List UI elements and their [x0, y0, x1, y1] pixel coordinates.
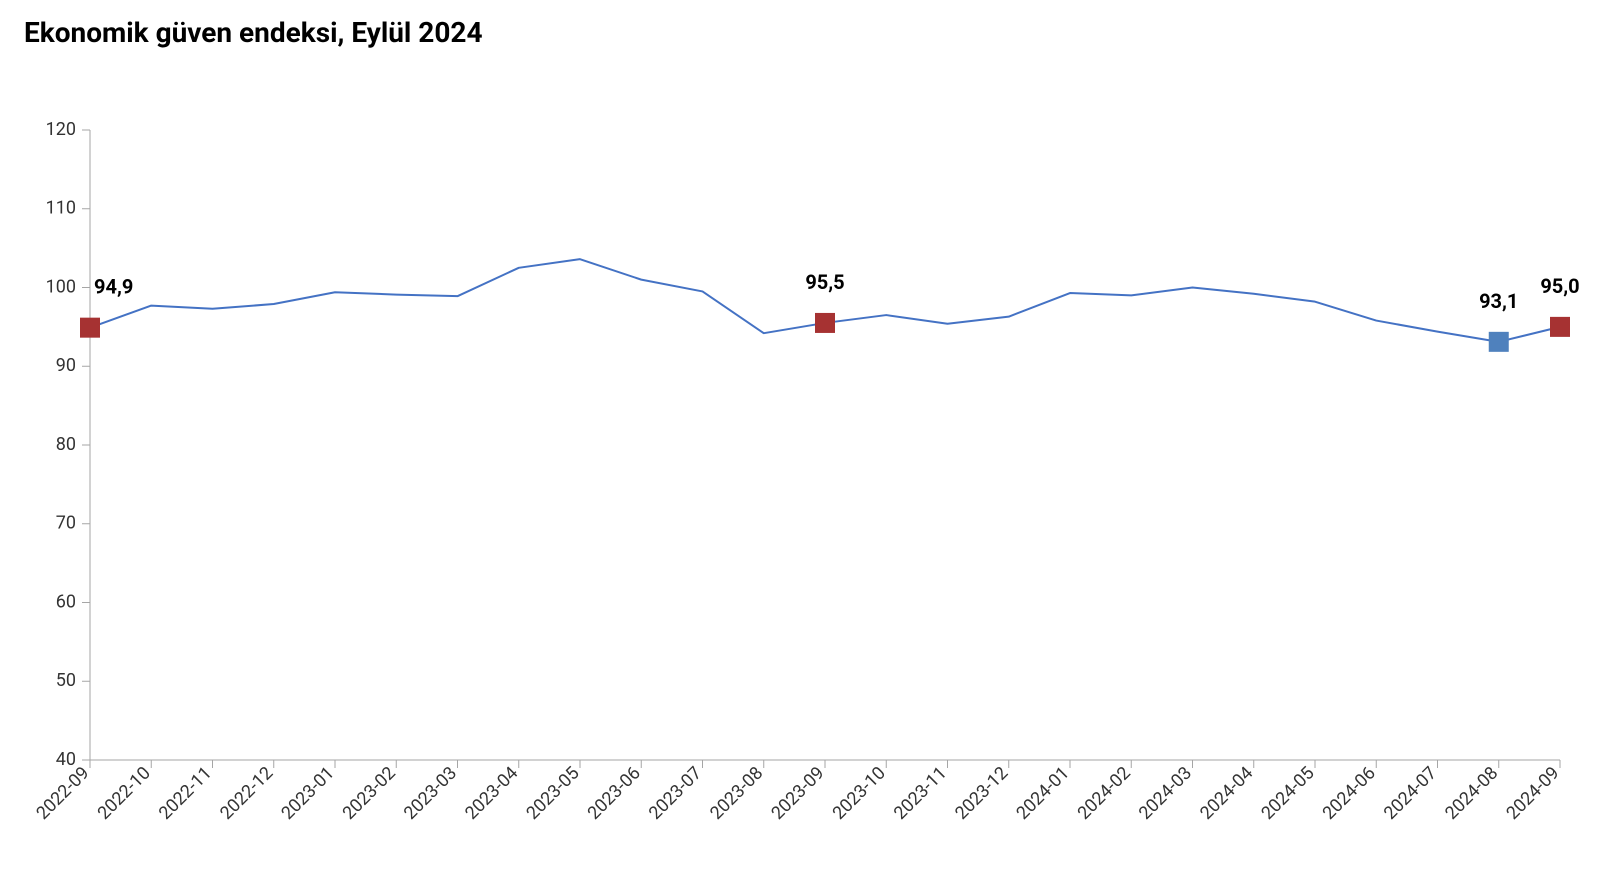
y-tick-label: 80: [56, 434, 76, 455]
x-tick-label: 2024-06: [1318, 763, 1379, 824]
x-tick-label: 2024-03: [1135, 763, 1196, 824]
y-tick-label: 120: [46, 119, 76, 140]
x-tick-label: 2023-04: [461, 763, 522, 824]
x-tick-label: 2024-09: [1502, 763, 1563, 824]
x-tick-label: 2023-10: [828, 763, 889, 824]
x-tick-label: 2023-11: [890, 763, 951, 824]
x-tick-label: 2024-04: [1196, 763, 1257, 824]
x-tick-label: 2023-07: [645, 763, 706, 824]
x-tick-label: 2024-05: [1257, 763, 1318, 824]
y-tick-label: 110: [46, 198, 76, 219]
y-tick-label: 60: [56, 591, 76, 612]
x-tick-label: 2022-09: [32, 763, 93, 824]
y-tick-label: 50: [56, 670, 76, 691]
x-tick-label: 2024-02: [1073, 763, 1134, 824]
x-tick-label: 2024-01: [1012, 763, 1073, 824]
x-tick-label: 2023-08: [706, 763, 767, 824]
data-label: 95,5: [805, 270, 844, 294]
x-tick-label: 2022-12: [216, 763, 277, 824]
y-tick-label: 90: [56, 355, 76, 376]
x-tick-label: 2024-07: [1380, 763, 1441, 824]
x-tick-label: 2022-10: [93, 763, 154, 824]
data-label: 95,0: [1540, 274, 1579, 298]
x-tick-label: 2022-11: [155, 763, 216, 824]
y-tick-label: 40: [56, 749, 76, 770]
x-tick-label: 2023-09: [767, 763, 828, 824]
y-tick-label: 100: [46, 276, 76, 297]
data-label: 93,1: [1479, 289, 1518, 313]
highlight-marker: [1550, 317, 1570, 337]
line-chart: 4050607080901001101202022-092022-102022-…: [0, 0, 1612, 880]
highlight-marker: [815, 313, 835, 333]
highlight-marker: [80, 318, 100, 338]
x-tick-label: 2023-05: [522, 763, 583, 824]
x-tick-label: 2024-08: [1441, 763, 1502, 824]
highlight-marker: [1489, 332, 1509, 352]
x-tick-label: 2023-06: [583, 763, 644, 824]
y-tick-label: 70: [56, 513, 76, 534]
x-tick-label: 2023-02: [338, 763, 399, 824]
x-tick-label: 2023-12: [951, 763, 1012, 824]
x-tick-label: 2023-03: [400, 763, 461, 824]
x-tick-label: 2023-01: [277, 763, 338, 824]
data-label: 94,9: [94, 275, 133, 299]
